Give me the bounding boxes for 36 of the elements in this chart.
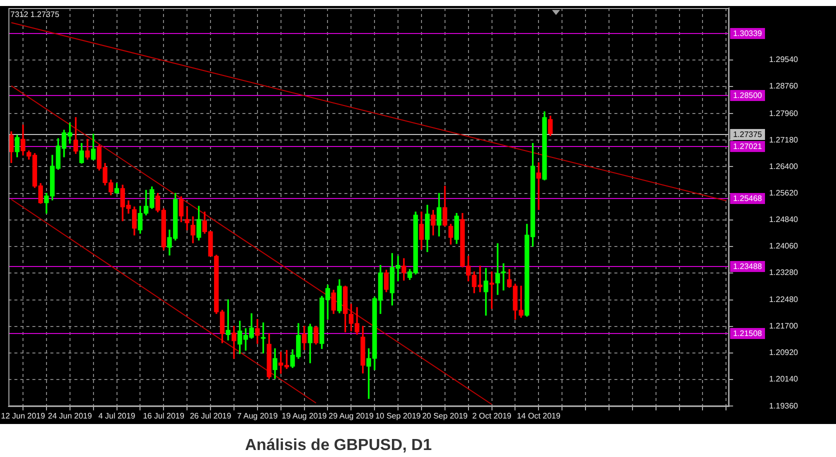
x-tick-label: 26 Jul 2019 xyxy=(190,411,232,420)
x-tick-label: 24 Jun 2019 xyxy=(48,411,92,420)
y-tick-label: 1.28760 xyxy=(769,82,799,91)
y-tick-label: 1.26400 xyxy=(769,162,799,171)
y-tick-label: 1.29540 xyxy=(769,55,799,64)
ref-line-label: 1.25468 xyxy=(733,194,763,204)
y-tick-label: 1.27960 xyxy=(769,108,799,118)
ref-line-label: 1.27375 xyxy=(733,130,763,140)
ref-line-label: 1.23488 xyxy=(733,262,763,272)
x-tick-label: 2 Oct 2019 xyxy=(472,411,512,420)
y-tick-label: 1.19360 xyxy=(769,401,799,410)
y-tick-label: 1.24060 xyxy=(769,241,799,250)
candlestick xyxy=(501,263,506,290)
x-tick-label: 19 Aug 2019 xyxy=(282,411,328,420)
ref-line-label: 1.28500 xyxy=(733,91,763,100)
x-tick-label: 29 Aug 2019 xyxy=(328,411,374,420)
annotation: 7312 1.27375 xyxy=(10,10,60,20)
y-tick-label: 1.20920 xyxy=(769,348,799,358)
x-tick-label: 12 Jun 2019 xyxy=(0,411,46,420)
y-tick-label: 1.20140 xyxy=(769,374,799,384)
y-tick-label: 1.23280 xyxy=(769,268,799,278)
x-tick-label: 16 Jul 2019 xyxy=(142,411,185,420)
y-tick-label: 1.21700 xyxy=(769,322,799,331)
y-tick-label: 1.27180 xyxy=(769,135,799,144)
ref-line-label: 1.21508 xyxy=(733,329,763,338)
y-tick-label: 1.22480 xyxy=(769,295,799,304)
y-tick-label: 1.24840 xyxy=(769,214,799,224)
x-tick-label: 20 Sep 2019 xyxy=(422,411,468,420)
text: Análisis de GBPUSD, D1 xyxy=(245,437,432,455)
x-tick-label: 4 Jul 2019 xyxy=(98,411,136,420)
ref-line-label: 1.30339 xyxy=(733,29,763,38)
y-tick-label: 1.25620 xyxy=(769,188,799,198)
x-tick-label: 7 Aug 2019 xyxy=(237,411,278,420)
ref-line-label: 1.27021 xyxy=(733,142,763,152)
x-tick-label: 10 Sep 2019 xyxy=(375,411,422,420)
x-tick-label: 14 Oct 2019 xyxy=(516,411,561,420)
